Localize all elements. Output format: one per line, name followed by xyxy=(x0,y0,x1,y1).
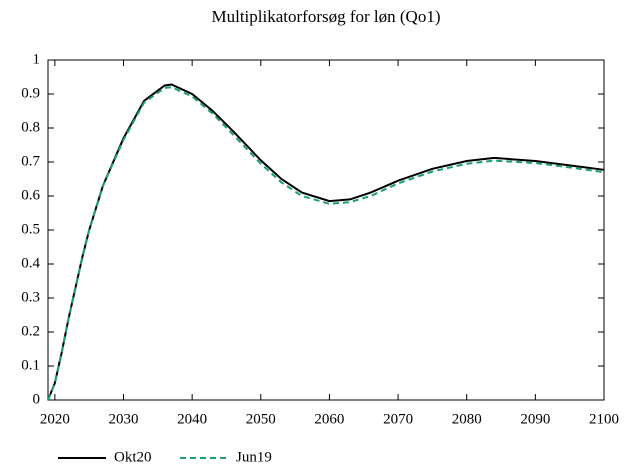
y-tick-label: 0.1 xyxy=(21,357,40,373)
y-tick-label: 0.6 xyxy=(21,187,40,203)
series-line xyxy=(47,86,605,401)
x-tick-label: 2090 xyxy=(520,411,550,427)
legend-label: Okt20 xyxy=(114,449,152,465)
x-tick-label: 2070 xyxy=(383,411,413,427)
chart-title: Multiplikatorforsøg for løn (Qo1) xyxy=(212,7,441,26)
series-line xyxy=(47,83,605,401)
y-tick-label: 0 xyxy=(33,391,41,407)
y-tick-label: 0.5 xyxy=(21,221,40,237)
x-tick-label: 2020 xyxy=(40,411,70,427)
x-tick-label: 2040 xyxy=(177,411,207,427)
x-tick-label: 2050 xyxy=(246,411,276,427)
y-tick-label: 0.3 xyxy=(21,289,40,305)
x-tick-label: 2100 xyxy=(589,411,619,427)
y-tick-label: 0.4 xyxy=(21,255,40,271)
x-tick-label: 2030 xyxy=(109,411,139,427)
x-tick-label: 2080 xyxy=(452,411,482,427)
plot-frame xyxy=(47,59,605,401)
y-tick-label: 0.9 xyxy=(21,85,40,101)
y-tick-label: 1 xyxy=(33,51,41,67)
y-tick-label: 0.7 xyxy=(21,153,40,169)
legend-label: Jun19 xyxy=(236,449,272,465)
y-tick-label: 0.8 xyxy=(21,119,40,135)
y-tick-label: 0.2 xyxy=(21,323,40,339)
x-tick-label: 2060 xyxy=(314,411,344,427)
